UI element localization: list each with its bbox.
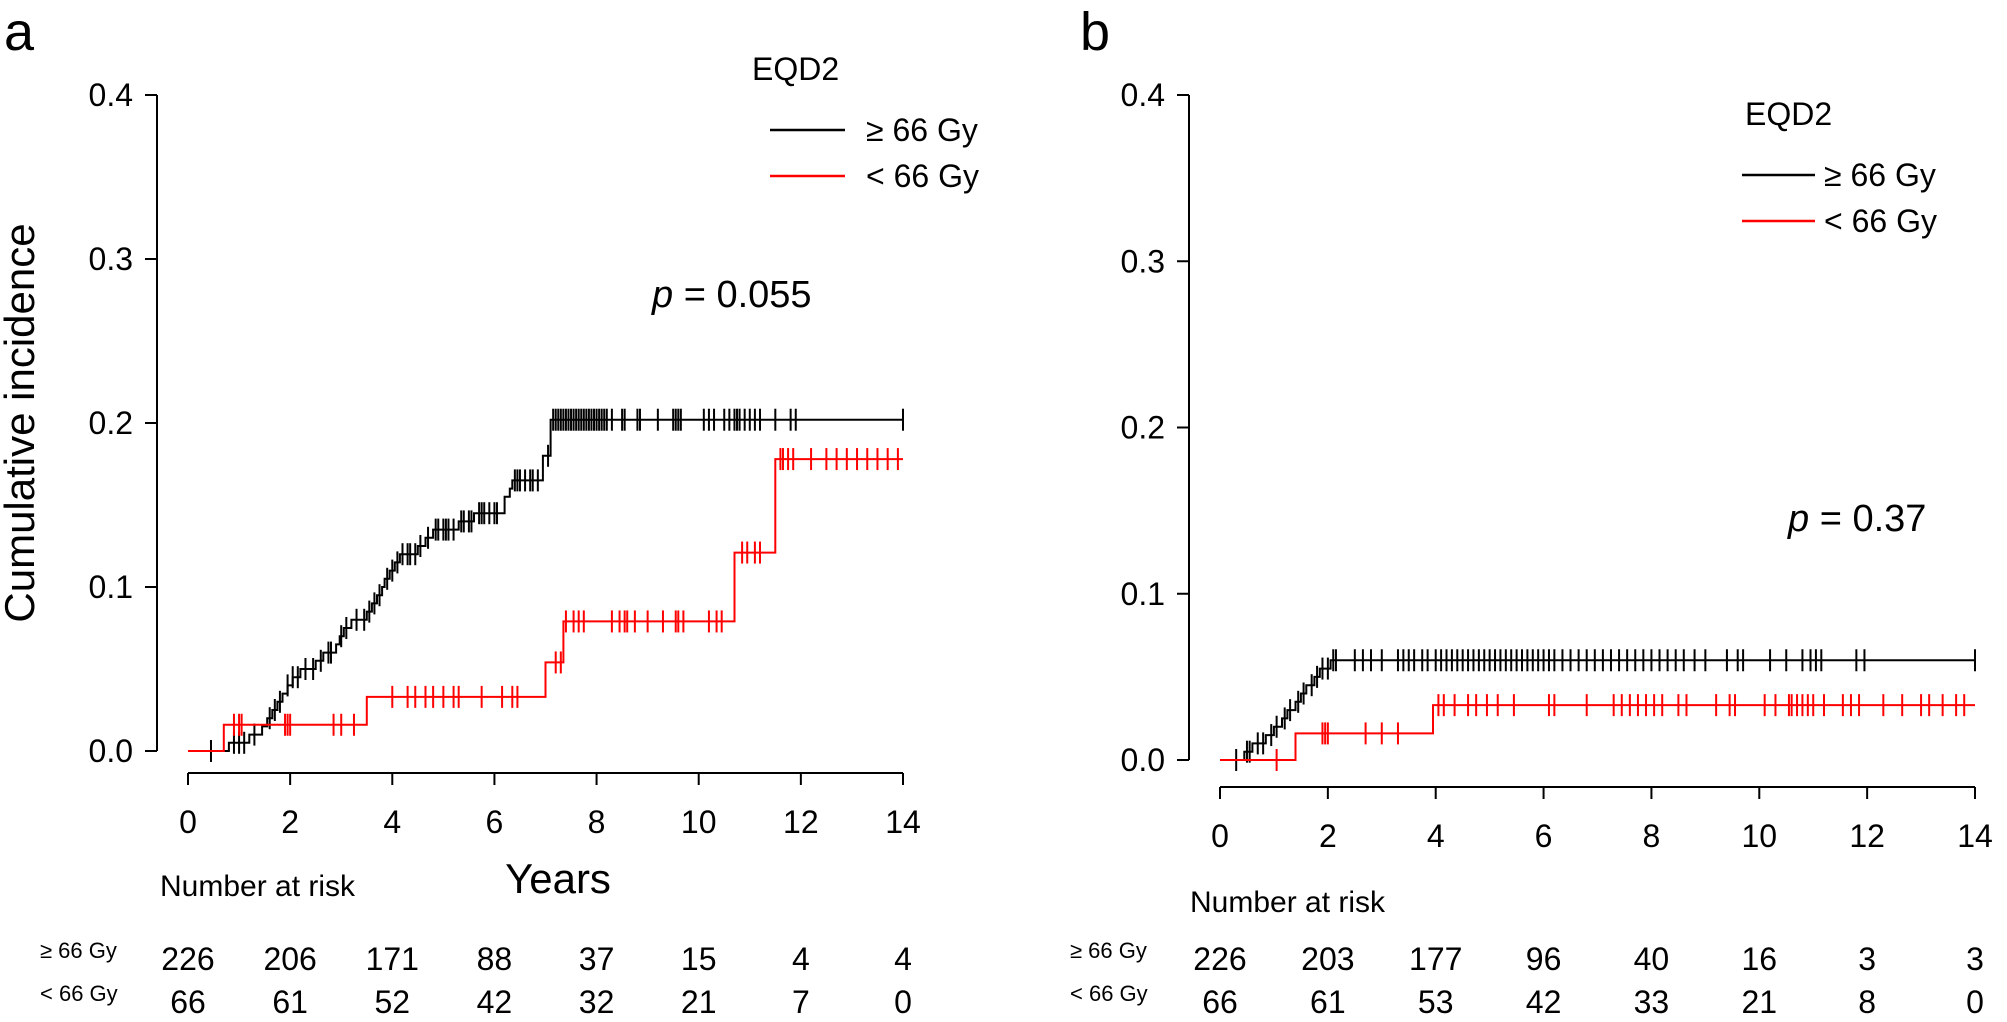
- y-tick-label: 0.3: [89, 241, 133, 277]
- risk-value: 226: [1193, 941, 1246, 977]
- x-tick-label: 0: [179, 804, 197, 840]
- y-tick-label: 0.0: [89, 733, 133, 769]
- risk-value: 40: [1634, 941, 1670, 977]
- series-line-lt66: [188, 458, 903, 752]
- panel-a: a 0.0 0.1 0.2 0.3 0.4 0 2 4 6 8 10 12 14 Cumulative in…: [0, 2, 979, 1020]
- risk-value: 61: [272, 984, 308, 1020]
- x-tick-label: 10: [1741, 818, 1777, 854]
- y-tick-label: 0.1: [89, 569, 133, 605]
- risk-value: 4: [792, 941, 810, 977]
- series-line-ge66: [1220, 659, 1975, 761]
- x-tick-label: 8: [1643, 818, 1661, 854]
- risk-value: 15: [681, 941, 717, 977]
- risk-table-title: Number at risk: [1190, 886, 1386, 919]
- risk-row-label: < 66 Gy: [1070, 981, 1148, 1006]
- x-tick-label: 8: [588, 804, 606, 840]
- risk-value: 3: [1858, 941, 1876, 977]
- x-axis-title: Years: [505, 855, 611, 902]
- x-tick-label: 12: [1849, 818, 1885, 854]
- legend-label: ≥ 66 Gy: [866, 112, 978, 148]
- series-line-lt66: [1220, 704, 1975, 761]
- y-axis-title: Cumulative incidence: [0, 223, 43, 622]
- risk-value: 52: [374, 984, 410, 1020]
- p-label: p: [1787, 498, 1809, 540]
- risk-row-label: < 66 Gy: [40, 981, 118, 1006]
- risk-value: 21: [681, 984, 717, 1020]
- p-value: p = 0.37: [1787, 498, 1926, 540]
- y-tick-label: 0.4: [1121, 77, 1165, 113]
- legend-label: < 66 Gy: [1824, 203, 1937, 239]
- risk-value: 171: [366, 941, 419, 977]
- risk-row-label: ≥ 66 Gy: [1070, 938, 1147, 963]
- risk-value: 0: [1966, 984, 1984, 1020]
- risk-value: 96: [1526, 941, 1562, 977]
- risk-value: 88: [477, 941, 513, 977]
- risk-value: 8: [1858, 984, 1876, 1020]
- x-tick-label: 6: [1535, 818, 1553, 854]
- risk-row-label: ≥ 66 Gy: [40, 938, 117, 963]
- x-tick-label: 6: [486, 804, 504, 840]
- x-tick-label: 2: [1319, 818, 1337, 854]
- panel-b: b 0.0 0.1 0.2 0.3 0.4 0 2 4 6 8 10 12 14 EQD2 ≥ 66 Gy < …: [1070, 2, 1993, 1020]
- panel-label: a: [4, 2, 35, 62]
- series-line-ge66: [188, 418, 903, 752]
- x-tick-label: 10: [681, 804, 717, 840]
- risk-value: 37: [579, 941, 615, 977]
- risk-value: 4: [894, 941, 912, 977]
- risk-value: 21: [1741, 984, 1777, 1020]
- legend-title: EQD2: [1745, 96, 1832, 132]
- x-tick-label: 2: [281, 804, 299, 840]
- x-tick-label: 4: [1427, 818, 1445, 854]
- y-tick-label: 0.4: [89, 77, 133, 113]
- panel-label: b: [1080, 2, 1110, 62]
- risk-value: 7: [792, 984, 810, 1020]
- risk-value: 53: [1418, 984, 1454, 1020]
- y-tick-label: 0.2: [89, 405, 133, 441]
- legend-label: < 66 Gy: [866, 158, 979, 194]
- risk-value: 32: [579, 984, 615, 1020]
- risk-value: 203: [1301, 941, 1354, 977]
- risk-table-title: Number at risk: [160, 870, 356, 903]
- risk-value: 3: [1966, 941, 1984, 977]
- x-tick-label: 4: [383, 804, 401, 840]
- risk-value: 33: [1634, 984, 1670, 1020]
- x-tick-label: 12: [783, 804, 819, 840]
- risk-value: 42: [1526, 984, 1562, 1020]
- y-tick-label: 0.0: [1121, 742, 1165, 778]
- risk-value: 226: [161, 941, 214, 977]
- p-number: = 0.055: [673, 274, 811, 316]
- risk-value: 66: [1202, 984, 1238, 1020]
- p-label: p: [651, 274, 673, 316]
- risk-value: 177: [1409, 941, 1462, 977]
- x-tick-label: 14: [885, 804, 921, 840]
- y-tick-label: 0.2: [1121, 410, 1165, 446]
- risk-value: 42: [477, 984, 513, 1020]
- x-tick-label: 0: [1211, 818, 1229, 854]
- risk-value: 206: [263, 941, 316, 977]
- x-tick-label: 14: [1957, 818, 1993, 854]
- legend-label: ≥ 66 Gy: [1824, 157, 1936, 193]
- risk-value: 66: [170, 984, 206, 1020]
- risk-value: 61: [1310, 984, 1346, 1020]
- y-tick-label: 0.1: [1121, 576, 1165, 612]
- risk-value: 0: [894, 984, 912, 1020]
- legend-title: EQD2: [752, 51, 839, 87]
- y-tick-label: 0.3: [1121, 243, 1165, 279]
- p-value: p = 0.055: [651, 274, 812, 316]
- p-number: = 0.37: [1809, 498, 1926, 540]
- risk-value: 16: [1741, 941, 1777, 977]
